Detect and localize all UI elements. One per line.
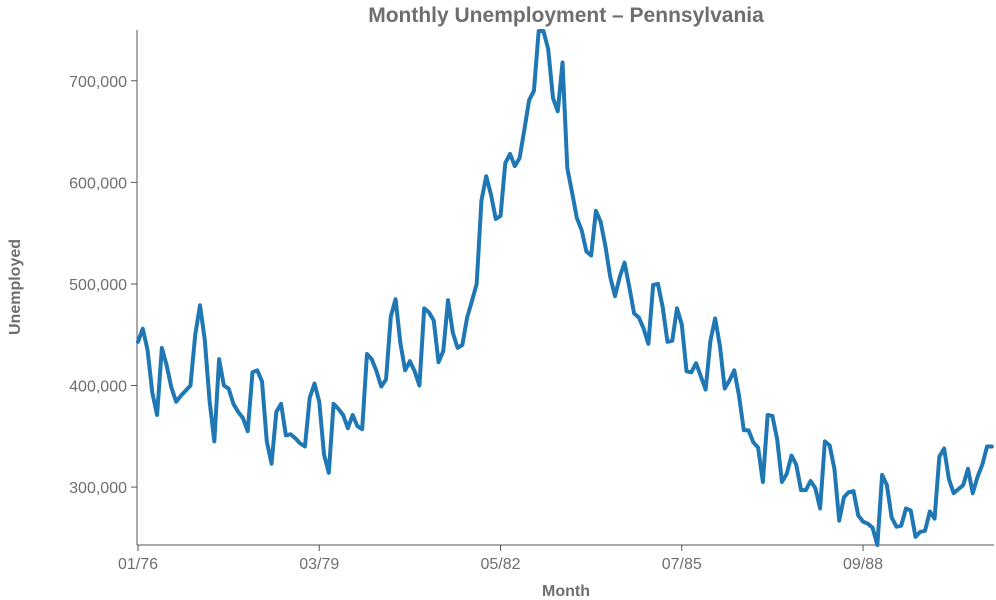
series-group bbox=[136, 29, 994, 547]
x-tick-label: 05/82 bbox=[480, 556, 520, 573]
x-tick-label: 09/88 bbox=[843, 556, 883, 573]
y-tick-label: 700,000 bbox=[69, 74, 127, 91]
x-tick-label: 07/85 bbox=[662, 556, 702, 573]
y-tick-label: 400,000 bbox=[69, 379, 127, 396]
y-axis-ticks: 300,000 400,000 500,000 600,000 700,000 bbox=[69, 74, 137, 497]
y-tick-label: 600,000 bbox=[69, 175, 127, 192]
series-line-unemployment bbox=[136, 29, 994, 547]
chart-title: Monthly Unemployment – Pennsylvania bbox=[368, 4, 764, 27]
y-tick-label: 300,000 bbox=[69, 480, 127, 497]
x-axis-ticks: 01/76 03/79 05/82 07/85 09/88 bbox=[118, 545, 883, 573]
x-axis-title: Month bbox=[542, 583, 590, 600]
y-axis-title: Unemployed bbox=[7, 239, 24, 335]
x-tick-label: 01/76 bbox=[118, 556, 158, 573]
x-tick-label: 03/79 bbox=[299, 556, 339, 573]
y-tick-label: 500,000 bbox=[69, 277, 127, 294]
